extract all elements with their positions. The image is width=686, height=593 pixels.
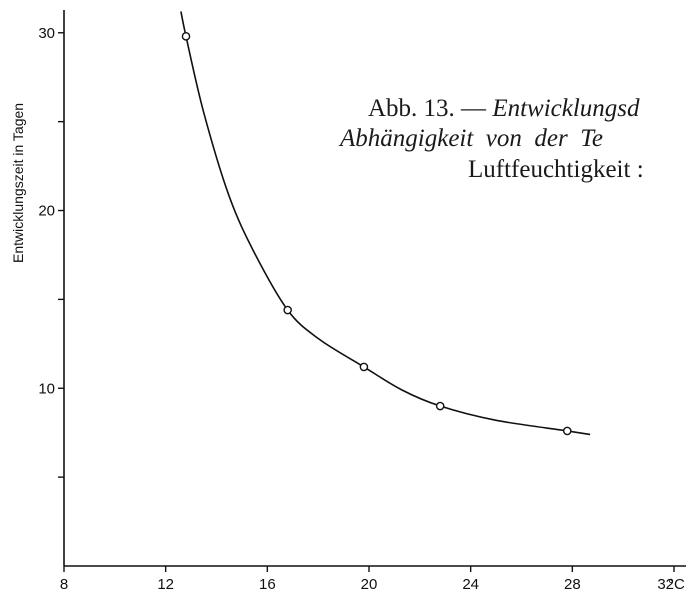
caption-line-3: Luftfeuchtigkeit : [468, 156, 644, 183]
data-point [181, 32, 191, 41]
x-tick-label: 20 [361, 576, 378, 593]
plot-area: 8 12 16 20 24 28 32°C 10 20 30 [38, 10, 686, 593]
data-point [283, 305, 292, 315]
y-axis-title: Entwicklungszeit in Tagen [10, 103, 26, 263]
x-tick-label: 16 [259, 576, 276, 593]
data-point [359, 362, 369, 372]
x-tick-label: 8 [60, 576, 68, 593]
caption: Abb. 13. — Entwicklungsd Abhängigkeit vo… [338, 95, 644, 183]
series-points [181, 32, 572, 436]
x-tick-label: 12 [157, 576, 174, 593]
series-curve [180, 11, 591, 436]
caption-line-1: Abb. 13. — Entwicklungsd [368, 95, 640, 122]
y-axis-ticks: 10 20 30 [38, 25, 64, 478]
x-tick-label: 24 [462, 576, 479, 593]
x-unit-label: °C [668, 576, 685, 593]
data-point [435, 401, 445, 411]
data-point [562, 426, 572, 436]
caption-line-1-italic: Entwicklungsd [491, 95, 640, 122]
y-tick-label: 30 [38, 25, 55, 42]
y-tick-label: 20 [38, 203, 55, 220]
y-tick-label: 10 [38, 380, 55, 397]
x-tick-label: 28 [564, 576, 581, 593]
caption-line-2: Abhängigkeit von der Te [338, 125, 603, 152]
x-tick-label: 32 [657, 576, 674, 593]
x-axis-ticks: 8 12 16 20 24 28 32°C [60, 566, 685, 593]
caption-line-1-prefix: Abb. 13. — [368, 95, 492, 122]
